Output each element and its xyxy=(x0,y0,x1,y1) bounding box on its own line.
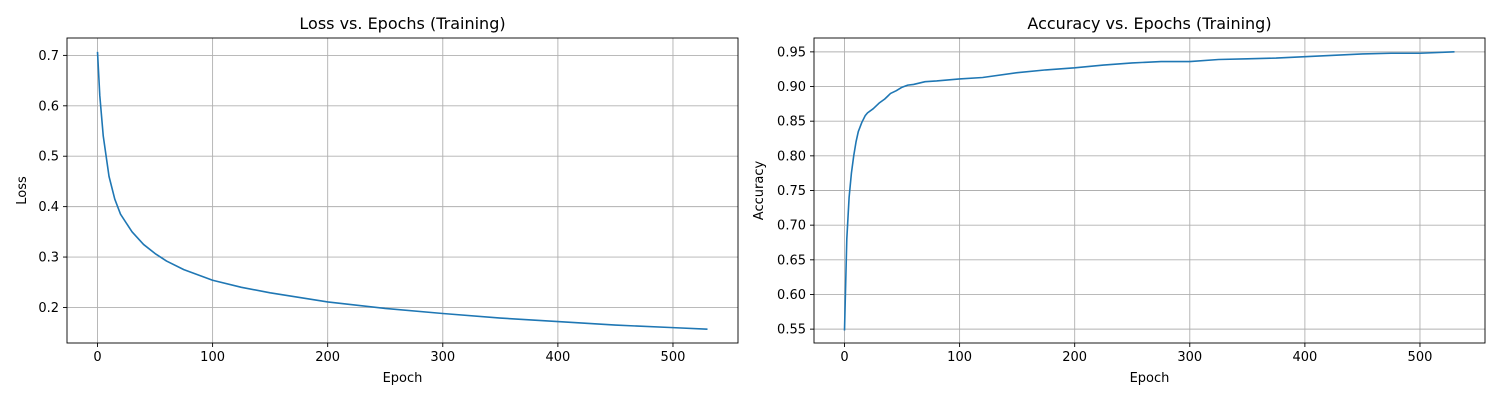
accuracy-y-tick-label-1: 0.60 xyxy=(777,288,806,303)
accuracy-x-tick-label-0: 0 xyxy=(840,350,848,365)
loss-y-tick-label-3: 0.5 xyxy=(38,150,59,165)
accuracy-chart: 0 100 200 300 400 500 0.55 0.60 0.65 0.70 0.75 0.80… xyxy=(752,14,1486,386)
loss-x-tick-label-2: 200 xyxy=(315,350,340,365)
loss-x-tick-label-5: 500 xyxy=(661,350,686,365)
accuracy-y-tick-label-4: 0.75 xyxy=(777,184,806,199)
accuracy-x-axis-label: Epoch xyxy=(1130,371,1170,386)
accuracy-y-tick-label-0: 0.55 xyxy=(777,323,806,338)
accuracy-y-tick-label-2: 0.65 xyxy=(777,253,806,268)
accuracy-y-axis-label: Accuracy xyxy=(752,161,767,221)
loss-x-tick-label-3: 300 xyxy=(430,350,455,365)
loss-y-tick-label-4: 0.6 xyxy=(38,99,59,114)
loss-y-tick-label-1: 0.3 xyxy=(38,251,59,266)
loss-x-tick-label-4: 400 xyxy=(545,350,570,365)
accuracy-x-tick-label-1: 100 xyxy=(947,350,972,365)
loss-x-tick-label-1: 100 xyxy=(200,350,225,365)
accuracy-x-tick-label-3: 300 xyxy=(1177,350,1202,365)
loss-series-line xyxy=(96,51,708,330)
loss-chart-title: Loss vs. Epochs (Training) xyxy=(299,14,505,33)
accuracy-y-tick-label-7: 0.90 xyxy=(777,80,806,95)
loss-y-tick-label-0: 0.2 xyxy=(38,301,59,316)
loss-y-tick-label-5: 0.7 xyxy=(38,49,59,64)
loss-plot-frame xyxy=(66,37,739,344)
accuracy-chart-title: Accuracy vs. Epochs (Training) xyxy=(1027,14,1271,33)
loss-x-tick-label-0: 0 xyxy=(93,350,101,365)
loss-y-tick-label-2: 0.4 xyxy=(38,200,59,215)
accuracy-y-tick-label-6: 0.85 xyxy=(777,115,806,130)
loss-y-axis-label: Loss xyxy=(15,176,30,205)
accuracy-y-tick-label-8: 0.95 xyxy=(777,45,806,60)
loss-x-axis-label: Epoch xyxy=(383,371,423,386)
accuracy-y-tick-label-5: 0.80 xyxy=(777,149,806,164)
accuracy-x-tick-label-4: 400 xyxy=(1292,350,1317,365)
accuracy-y-tick-label-3: 0.70 xyxy=(777,219,806,234)
accuracy-x-tick-label-5: 500 xyxy=(1408,350,1433,365)
accuracy-series-line xyxy=(843,51,1455,331)
accuracy-x-tick-label-2: 200 xyxy=(1062,350,1087,365)
loss-chart: 0 100 200 300 400 500 0.2 0.3 0.4 0.5 0.6 0.7 Loss v… xyxy=(15,14,739,386)
